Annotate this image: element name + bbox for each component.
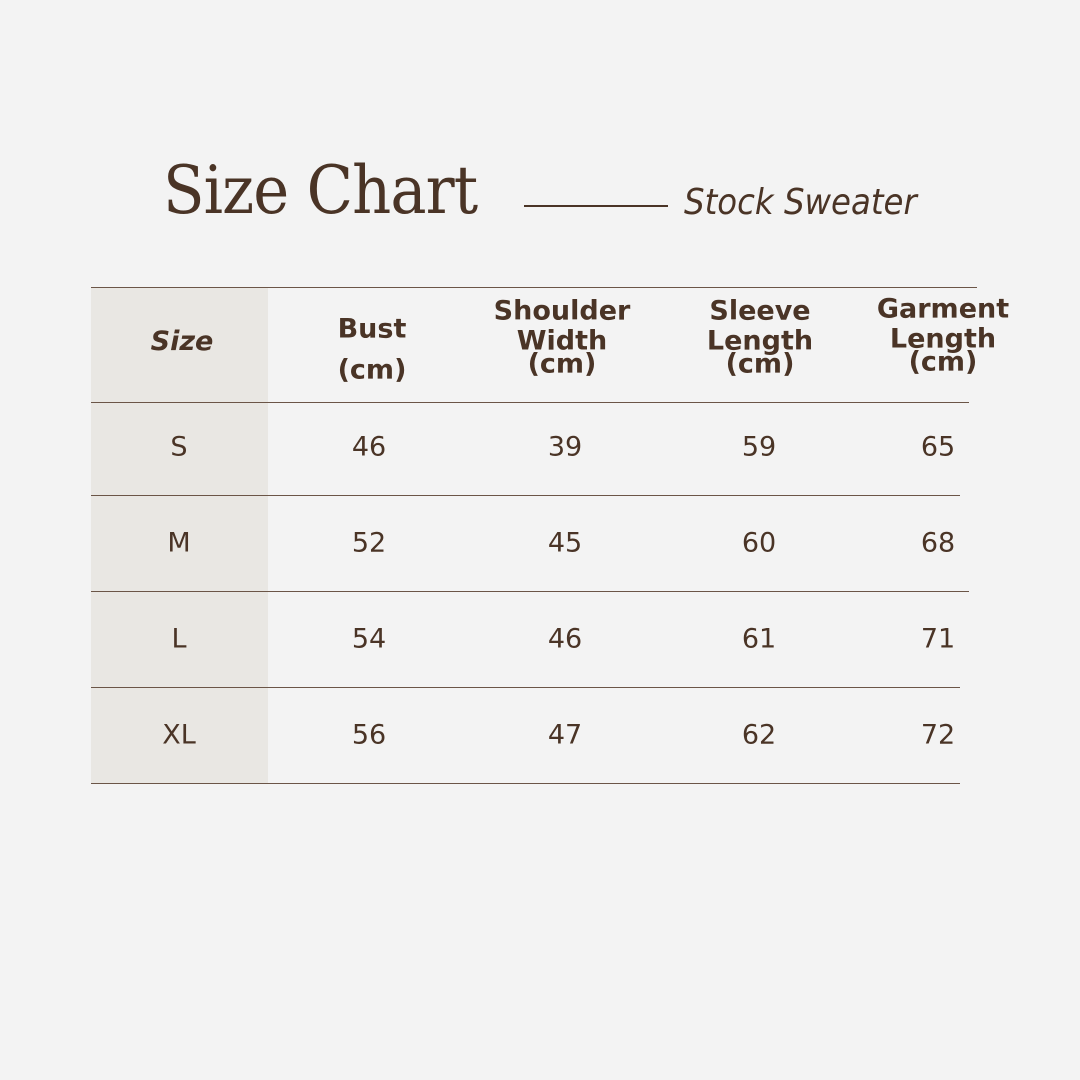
header-line: Length — [706, 325, 814, 357]
title-divider — [524, 205, 668, 207]
measurement-cell: 47 — [547, 719, 583, 751]
measurement-cell: 68 — [920, 527, 956, 559]
measurement-cell: 39 — [547, 431, 583, 463]
column-header: Bust (cm) — [338, 310, 407, 391]
measurement-cell: 52 — [351, 527, 387, 559]
header-line: Sleeve — [709, 295, 811, 327]
measurement-cell: 61 — [741, 623, 777, 655]
header-line: Shoulder — [493, 295, 631, 327]
header-line: Bust — [337, 313, 407, 345]
measurement-cell: 46 — [547, 623, 583, 655]
table-rule — [91, 687, 960, 689]
page-title: Size Chart — [163, 152, 478, 229]
table-rule — [91, 287, 977, 289]
column-header: Garment Length (cm) — [877, 294, 1009, 377]
measurement-cell: 60 — [741, 527, 777, 559]
header-line: Garment — [876, 293, 1010, 325]
measurement-cell: 71 — [920, 623, 956, 655]
measurement-cell: 56 — [351, 719, 387, 751]
measurement-cell: 54 — [351, 623, 387, 655]
table-rule — [91, 591, 969, 593]
size-label: L — [171, 623, 187, 655]
measurement-cell: 45 — [547, 527, 583, 559]
subtitle: Stock Sweater — [684, 182, 917, 223]
header-line: (cm) — [725, 348, 795, 380]
header-line: Width — [516, 325, 608, 357]
size-label: XL — [162, 719, 196, 751]
size-label: S — [170, 431, 188, 463]
measurement-cell: 62 — [741, 719, 777, 751]
measurement-cell: 65 — [920, 431, 956, 463]
header-line: Length — [889, 323, 997, 355]
header-line: (cm) — [908, 346, 978, 378]
size-label: M — [167, 527, 191, 559]
header-line: Size — [150, 326, 214, 358]
column-header: Size — [151, 327, 214, 357]
header-line: (cm) — [337, 354, 407, 385]
size-column-background — [91, 288, 268, 784]
column-header: Shoulder Width (cm) — [494, 296, 631, 379]
table-rule — [91, 495, 960, 497]
measurement-cell: 59 — [741, 431, 777, 463]
table-rule — [91, 783, 960, 785]
measurement-cell: 46 — [351, 431, 387, 463]
header-line: (cm) — [527, 348, 597, 380]
column-header: Sleeve Length (cm) — [707, 296, 813, 379]
table-rule — [91, 402, 969, 404]
measurement-cell: 72 — [920, 719, 956, 751]
